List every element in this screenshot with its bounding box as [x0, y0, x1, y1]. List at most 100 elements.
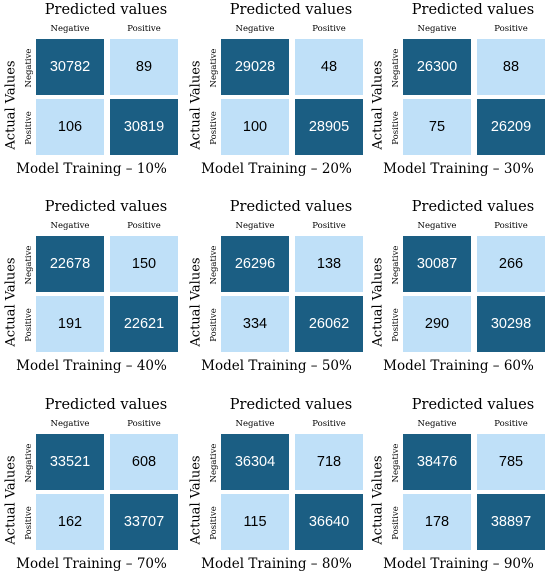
- cell-false-positive: 150: [110, 236, 178, 292]
- predicted-values-title: Predicted values: [229, 397, 353, 413]
- panel-caption: Model Training – 30%: [383, 161, 534, 177]
- cell-false-negative: 75: [403, 99, 471, 155]
- cell-true-positive: 38897: [477, 494, 545, 550]
- row-label-positive: Positive: [391, 506, 401, 540]
- row-label-positive: Positive: [24, 308, 34, 342]
- row-label-negative: Negative: [209, 245, 219, 285]
- confusion-matrix-panel: Predicted values Negative Positive Actua…: [0, 0, 183, 192]
- predicted-values-title: Predicted values: [229, 2, 353, 18]
- cell-false-positive: 608: [110, 434, 178, 490]
- column-label-negative: Negative: [50, 24, 90, 34]
- cell-true-negative: 29028: [221, 39, 289, 95]
- row-label-negative: Negative: [209, 443, 219, 483]
- confusion-matrix-panel: Predicted values Negative Positive Actua…: [367, 197, 550, 389]
- confusion-matrix-panel: Predicted values Negative Positive Actua…: [367, 0, 550, 192]
- actual-values-label: Actual Values: [188, 257, 204, 347]
- cell-true-positive: 30819: [110, 99, 178, 155]
- cell-false-negative: 334: [221, 296, 289, 352]
- cell-true-negative: 22678: [36, 236, 104, 292]
- actual-values-label: Actual Values: [370, 257, 386, 347]
- cell-false-negative: 100: [221, 99, 289, 155]
- predicted-values-title: Predicted values: [411, 2, 535, 18]
- cell-false-positive: 48: [295, 39, 363, 95]
- row-label-positive: Positive: [24, 111, 34, 145]
- confusion-matrix-panel: Predicted values Negative Positive Actua…: [0, 395, 183, 587]
- actual-values-label: Actual Values: [188, 60, 204, 150]
- cell-false-positive: 89: [110, 39, 178, 95]
- column-label-positive: Positive: [312, 419, 346, 429]
- panel-caption: Model Training – 10%: [16, 161, 167, 177]
- column-label-negative: Negative: [50, 419, 90, 429]
- cell-true-negative: 36304: [221, 434, 289, 490]
- cell-true-positive: 30298: [477, 296, 545, 352]
- cell-true-positive: 26062: [295, 296, 363, 352]
- cell-true-positive: 28905: [295, 99, 363, 155]
- column-label-positive: Positive: [127, 419, 161, 429]
- cell-false-negative: 191: [36, 296, 104, 352]
- row-label-positive: Positive: [209, 506, 219, 540]
- panel-caption: Model Training – 80%: [201, 556, 352, 572]
- row-label-negative: Negative: [209, 48, 219, 88]
- row-label-positive: Positive: [209, 308, 219, 342]
- cell-false-negative: 178: [403, 494, 471, 550]
- cell-false-negative: 290: [403, 296, 471, 352]
- cell-false-positive: 718: [295, 434, 363, 490]
- column-label-negative: Negative: [50, 221, 90, 231]
- column-label-positive: Positive: [494, 24, 528, 34]
- predicted-values-title: Predicted values: [44, 2, 168, 18]
- column-label-negative: Negative: [235, 419, 275, 429]
- actual-values-label: Actual Values: [3, 60, 19, 150]
- panel-caption: Model Training – 60%: [383, 358, 534, 374]
- panel-caption: Model Training – 20%: [201, 161, 352, 177]
- cell-false-negative: 162: [36, 494, 104, 550]
- row-label-positive: Positive: [209, 111, 219, 145]
- cell-false-negative: 106: [36, 99, 104, 155]
- actual-values-label: Actual Values: [3, 257, 19, 347]
- row-label-negative: Negative: [391, 245, 401, 285]
- row-label-negative: Negative: [391, 48, 401, 88]
- actual-values-label: Actual Values: [3, 455, 19, 545]
- cell-true-positive: 26209: [477, 99, 545, 155]
- column-label-negative: Negative: [417, 221, 457, 231]
- row-label-positive: Positive: [391, 111, 401, 145]
- actual-values-label: Actual Values: [188, 455, 204, 545]
- predicted-values-title: Predicted values: [229, 199, 353, 215]
- row-label-negative: Negative: [391, 443, 401, 483]
- panel-caption: Model Training – 90%: [383, 556, 534, 572]
- actual-values-label: Actual Values: [370, 60, 386, 150]
- cell-true-positive: 33707: [110, 494, 178, 550]
- cell-false-negative: 115: [221, 494, 289, 550]
- column-label-positive: Positive: [494, 221, 528, 231]
- column-label-negative: Negative: [235, 221, 275, 231]
- panel-caption: Model Training – 40%: [16, 358, 167, 374]
- cell-false-positive: 266: [477, 236, 545, 292]
- confusion-matrix-panel: Predicted values Negative Positive Actua…: [185, 395, 368, 587]
- cell-false-positive: 138: [295, 236, 363, 292]
- predicted-values-title: Predicted values: [44, 397, 168, 413]
- cell-true-negative: 38476: [403, 434, 471, 490]
- cell-true-negative: 26296: [221, 236, 289, 292]
- panel-caption: Model Training – 70%: [16, 556, 167, 572]
- confusion-matrix-panel: Predicted values Negative Positive Actua…: [185, 197, 368, 389]
- predicted-values-title: Predicted values: [411, 397, 535, 413]
- cell-true-negative: 30782: [36, 39, 104, 95]
- column-label-positive: Positive: [127, 221, 161, 231]
- cell-true-positive: 22621: [110, 296, 178, 352]
- column-label-positive: Positive: [312, 221, 346, 231]
- column-label-negative: Negative: [417, 419, 457, 429]
- column-label-negative: Negative: [235, 24, 275, 34]
- cell-true-negative: 26300: [403, 39, 471, 95]
- cell-false-positive: 785: [477, 434, 545, 490]
- row-label-positive: Positive: [24, 506, 34, 540]
- panel-caption: Model Training – 50%: [201, 358, 352, 374]
- cell-true-negative: 33521: [36, 434, 104, 490]
- cell-true-negative: 30087: [403, 236, 471, 292]
- row-label-negative: Negative: [24, 48, 34, 88]
- column-label-positive: Positive: [312, 24, 346, 34]
- actual-values-label: Actual Values: [370, 455, 386, 545]
- predicted-values-title: Predicted values: [411, 199, 535, 215]
- column-label-positive: Positive: [127, 24, 161, 34]
- row-label-negative: Negative: [24, 245, 34, 285]
- cell-true-positive: 36640: [295, 494, 363, 550]
- confusion-matrix-panel: Predicted values Negative Positive Actua…: [367, 395, 550, 587]
